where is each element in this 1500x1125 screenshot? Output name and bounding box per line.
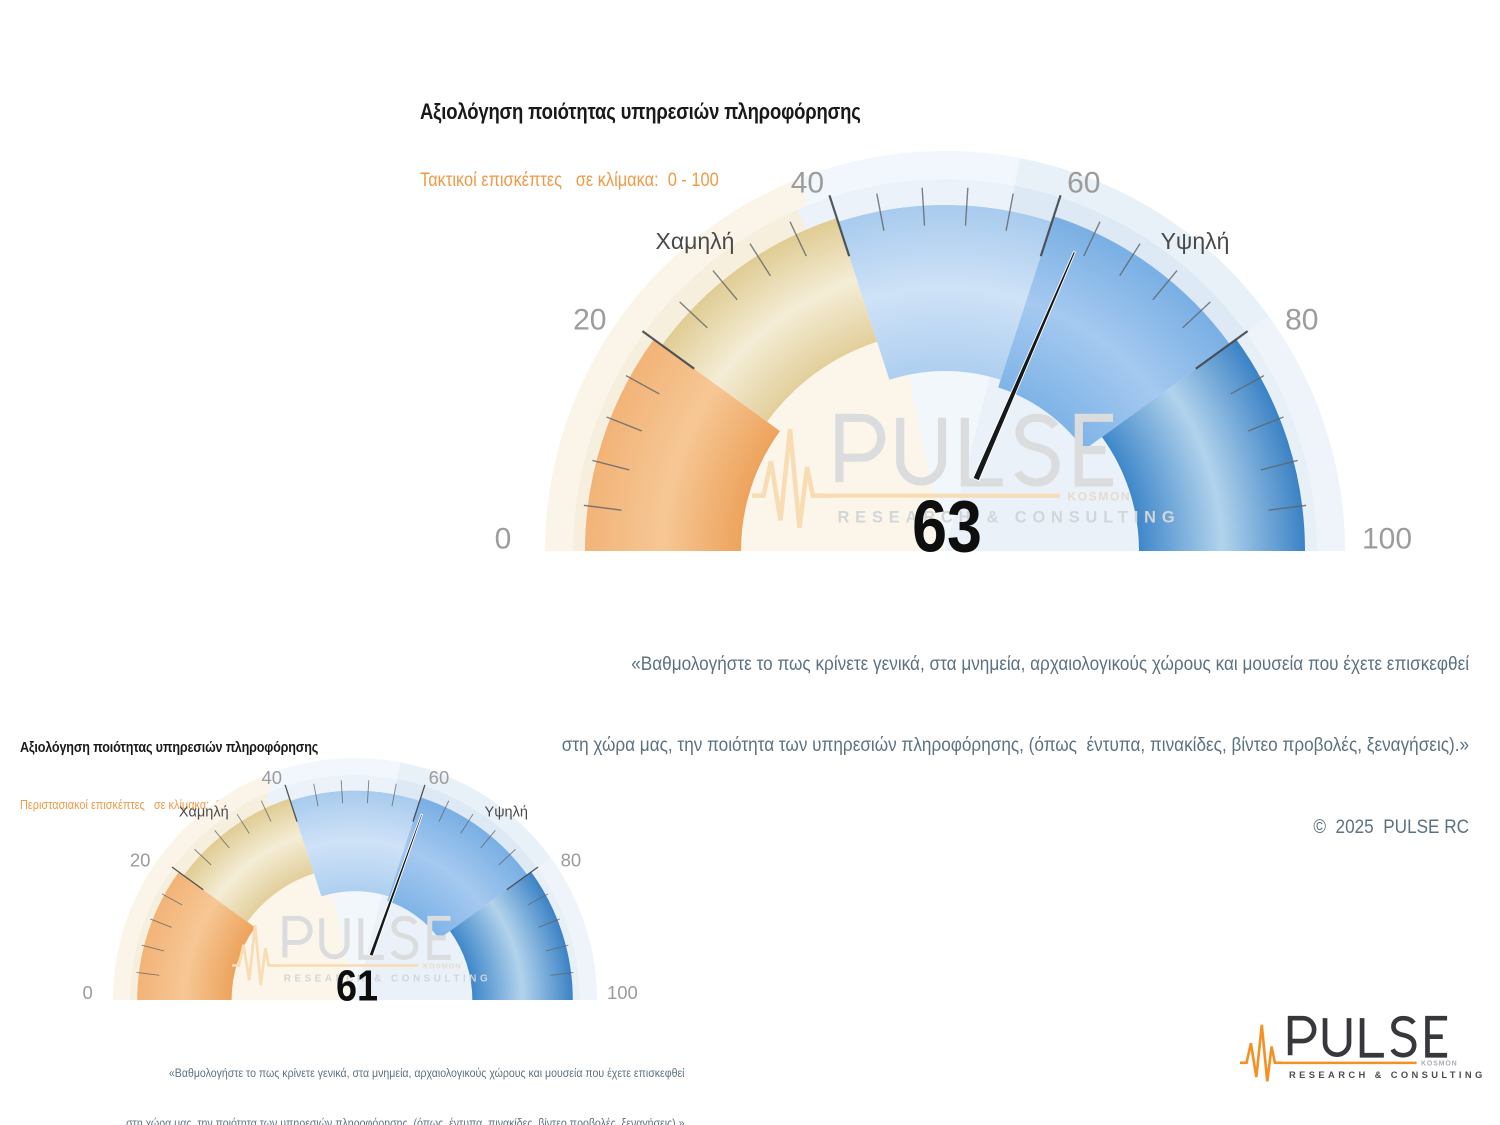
footnote-line-2: στη χώρα μας, την ποιότητα των υπηρεσιών… <box>561 734 1469 757</box>
gauge-ring-segment <box>265 774 398 809</box>
gauge-ticks <box>583 187 1307 511</box>
gauge-zone-label-high: Υψηλή <box>485 804 528 820</box>
pulse-kosmon-label: KOSMON <box>1067 489 1131 503</box>
gauge-value: 63 <box>912 486 982 567</box>
pulse-tagline: RESEARCH & CONSULTING <box>1289 1070 1486 1080</box>
pulse-wordmark <box>282 915 451 960</box>
gauge-occasional-header: Αξιολόγηση ποιότητας υπηρεσιών πληροφόρη… <box>20 703 318 848</box>
gauge-axis-label: 40 <box>261 767 282 788</box>
gauge-value: 61 <box>336 961 378 1010</box>
gauge-aura-segment <box>537 857 597 1000</box>
copyright-line: © 2025 PULSE RC <box>1313 816 1469 839</box>
pulse-heartbeat-icon <box>1240 1024 1284 1082</box>
gauge-axis-label: 100 <box>1362 523 1412 556</box>
gauge-axis-label: 0 <box>82 982 92 1003</box>
gauge-chart-1: 0 20 40 60 80 100 Χαμηλή Υψηλή KOSMON RESEARCH & … <box>82 758 638 1010</box>
footnote-line-2: στη χώρα μας, την ποιότητα των υπηρεσιών… <box>125 1115 684 1125</box>
pulse-tagline: RESEARCH & CONSULTING <box>284 974 491 985</box>
pulse-wordmark <box>835 413 1114 487</box>
gauge-aura-segment <box>1245 315 1345 551</box>
footnote-line-1: «Βαθμολογήστε το πως κρίνετε γενικά, στα… <box>631 652 1469 675</box>
pulse-watermark: KOSMON RESEARCH & CONSULTING <box>752 413 1181 529</box>
gauge-band <box>387 797 528 939</box>
gauge-band <box>183 798 314 922</box>
pulse-heartbeat-icon <box>232 925 278 986</box>
gauge-aura-segment <box>545 179 809 551</box>
gauge-zone-label-high: Υψηλή <box>1161 228 1230 254</box>
gauge-axis-label: 60 <box>1067 167 1100 200</box>
footnote-line-1: «Βαθμολογήστε το πως κρίνετε γενικά, στα… <box>168 1065 684 1080</box>
gauge-axis-label: 80 <box>1285 303 1318 336</box>
gauge-axis-label: 80 <box>561 850 582 871</box>
pulse-kosmon-label: KOSMON <box>423 961 462 970</box>
gauge-aura-segment <box>1014 158 1269 333</box>
gauge-band <box>998 216 1230 450</box>
gauge-band <box>290 790 420 897</box>
gauge-axis-label: 0 <box>495 523 512 556</box>
svg-text:61: 61 <box>336 961 378 1010</box>
gauge-axis-label: 60 <box>429 767 450 788</box>
gauge-regular-header: Αξιολόγηση ποιότητας υπηρεσιών πληροφόρη… <box>420 63 861 228</box>
gauge-regular-title: Αξιολόγηση ποιότητας υπηρεσιών πληροφόρη… <box>420 99 861 124</box>
pulse-tagline: RESEARCH & CONSULTING <box>838 508 1181 526</box>
pulse-kosmon-label: KOSMON <box>1421 1061 1458 1068</box>
pulse-wordmark <box>1287 1015 1448 1058</box>
gauge-regular-footnote: «Βαθμολογήστε το πως κρίνετε γενικά, στα… <box>562 596 1469 896</box>
gauge-occasional-footnote: «Βαθμολογήστε το πως κρίνετε γενικά, στα… <box>126 1031 684 1125</box>
gauge-band <box>1101 339 1305 551</box>
gauge-band <box>449 871 573 1000</box>
pulse-watermark: KOSMON RESEARCH & CONSULTING <box>232 915 491 986</box>
gauge-axis-label: 20 <box>130 850 151 871</box>
gauge-occasional-title: Αξιολόγηση ποιότητας υπηρεσιών πληροφόρη… <box>20 739 319 756</box>
gauge-regular-subtitle: Τακτικοί επισκέπτες σε κλίμακα: 0 - 100 <box>420 169 719 191</box>
gauge-aura-segment <box>797 151 1020 206</box>
pulse-logo: KOSMON RESEARCH & CONSULTING <box>1240 1015 1486 1082</box>
gauge-aura-segment <box>113 774 273 1000</box>
gauge-axis-label: 40 <box>791 167 824 200</box>
gauge-needle <box>972 250 1076 482</box>
gauge-axis-label: 100 <box>607 982 638 1003</box>
gauge-ticks <box>136 780 574 976</box>
gauge-needle <box>368 813 424 957</box>
gauge-ring-segment <box>797 179 1015 236</box>
gauge-band <box>661 218 878 422</box>
gauge-axis-label: 20 <box>573 303 606 336</box>
gauge-band <box>137 871 256 1000</box>
gauge-zone-label-low: Χαμηλή <box>656 228 735 254</box>
gauge-aura-segment <box>265 758 401 791</box>
gauge-band <box>838 204 1052 380</box>
svg-text:63: 63 <box>912 486 982 567</box>
gauge-aura-segment <box>397 762 551 868</box>
gauge-band <box>585 339 780 551</box>
gauge-zone-label-low: Χαμηλή <box>179 804 229 820</box>
pulse-heartbeat-icon <box>752 428 829 529</box>
gauge-chart-0: 0 20 40 60 80 100 Χαμηλή Υψηλή KOSMON RESEARCH & … <box>495 151 1412 568</box>
